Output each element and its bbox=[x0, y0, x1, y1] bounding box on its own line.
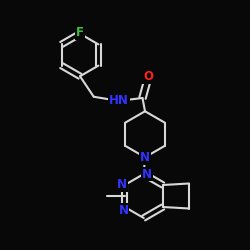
Text: N: N bbox=[140, 151, 150, 164]
Text: O: O bbox=[143, 70, 153, 83]
Text: F: F bbox=[76, 26, 84, 39]
Text: N: N bbox=[118, 204, 128, 216]
Text: N: N bbox=[117, 178, 127, 192]
Text: HN: HN bbox=[109, 94, 129, 107]
Text: N: N bbox=[142, 168, 152, 180]
